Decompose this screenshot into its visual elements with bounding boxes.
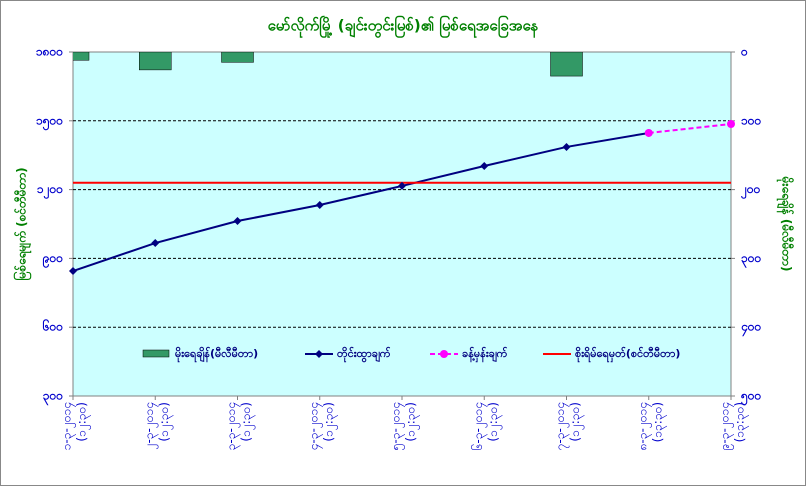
legend-swatch xyxy=(315,350,323,358)
y2-tick-label: ၃၀၀ xyxy=(741,251,762,269)
x-tick-time: (၁၂:၃၀) xyxy=(486,402,503,442)
y2-tick-label: ၂၀၀ xyxy=(740,182,761,200)
point xyxy=(398,181,406,190)
forecast-line xyxy=(648,123,731,134)
x-tick-label: ၂-၃-၂၀၁၄ xyxy=(142,402,159,449)
y-tick-label: ၁၂၀၀ xyxy=(37,182,63,200)
bar xyxy=(221,52,254,63)
x-tick-time: (၁၃:၃၀) xyxy=(650,402,667,442)
y-axis-label: မြစ်ရေမျက် (စင်တီမီတာ) xyxy=(12,167,33,280)
point xyxy=(233,217,242,226)
y2-tick-label: ၀ xyxy=(740,45,748,59)
x-tick-label: ၇-၃-၂၀၁၄ xyxy=(553,402,570,450)
x-tick-label: ၄-၃-၂၀၁၄ xyxy=(306,402,323,450)
y-tick-label: ၉၀၀ xyxy=(42,251,64,269)
point xyxy=(562,142,571,151)
plot-area xyxy=(72,51,732,397)
x-tick-time: (၁၂:၃၀) xyxy=(321,402,338,442)
legend-label: စိုးရိမ်ရေမှတ်(စင်တီမီတာ) xyxy=(575,346,680,363)
x-tick-label: ၃-၃-၂၀၁၄ xyxy=(224,402,241,450)
y2-tick-label: ၁၀၀ xyxy=(741,113,762,127)
x-tick-label: ၉-၃-၂၀၁၄ xyxy=(718,402,735,450)
x-tick-time: (၁၃:၃၀) xyxy=(733,402,750,442)
x-tick-time: (၁၂:၃၀) xyxy=(568,402,585,442)
y-tick-label: ၁၈၀၀ xyxy=(36,45,63,59)
y2-tick-label: ၅၀၀ xyxy=(740,389,762,407)
y-tick-label: ၆၀၀ xyxy=(42,318,64,334)
y-tick-label: ၁၅၀၀ xyxy=(36,113,63,131)
y2-tick-label: ၄၀၀ xyxy=(740,320,762,338)
point xyxy=(644,128,653,137)
bar xyxy=(139,52,172,71)
point xyxy=(315,200,324,209)
point xyxy=(727,120,735,129)
legend-label: မိုးရေချိန်(မီလီမီတာ) xyxy=(175,346,258,363)
x-tick-label: ၆-၃-၂၀၁၄ xyxy=(470,402,488,450)
x-tick-time: (၁၂:၃၀) xyxy=(239,402,256,442)
legend-label: တိုင်းထွာချက် xyxy=(337,346,391,363)
x-tick-label: ၁-၃-၂၀၁၄ xyxy=(60,402,77,450)
legend-swatch xyxy=(142,349,170,358)
y-tick-label: ၃၀၀ xyxy=(43,389,64,407)
legend-label: ခန့်မှန်းချက် xyxy=(462,346,508,363)
x-tick-label: ၈-၃-၂၀၁၄ xyxy=(635,402,652,450)
point xyxy=(480,161,489,170)
bar xyxy=(73,52,90,61)
legend-swatch xyxy=(440,350,448,358)
bar xyxy=(550,52,583,77)
y2-axis-label: မိုးရေချိန် (မီလီမီတာ) xyxy=(776,176,796,272)
x-tick-time: (၁၂:၃၀) xyxy=(404,402,421,442)
x-tick-label: ၅-၃-၂၀၁၄ xyxy=(389,402,406,450)
x-tick-time: (၁၂:၃၀) xyxy=(75,402,92,442)
point xyxy=(151,239,160,248)
x-tick-time: (၁၂:၃၀) xyxy=(157,402,174,442)
point xyxy=(69,267,77,276)
measured-line xyxy=(73,131,649,272)
